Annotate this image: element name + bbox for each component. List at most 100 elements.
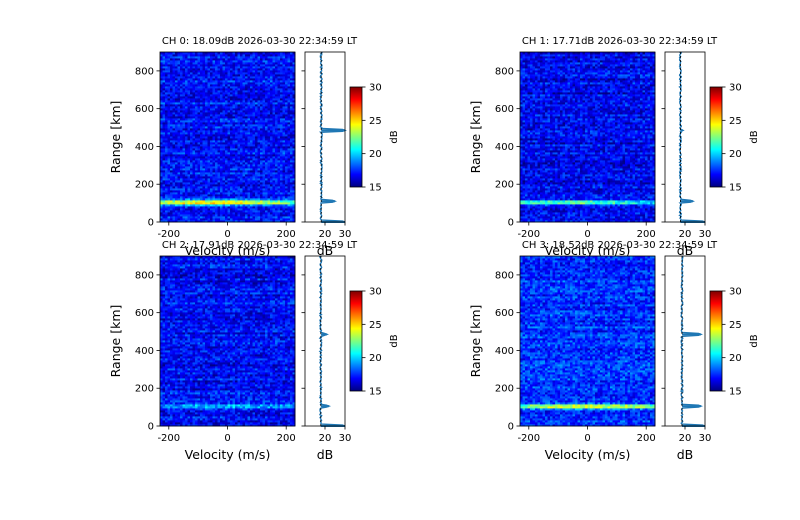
- heatmap-cell: [585, 216, 588, 219]
- heatmap-cell: [282, 70, 286, 73]
- heatmap-cell: [212, 64, 216, 67]
- heatmap-cell: [217, 208, 221, 211]
- heatmap-cell: [270, 84, 273, 87]
- heatmap-cell: [225, 146, 228, 149]
- heatmap-cell: [552, 220, 556, 223]
- heatmap-cell: [242, 76, 246, 79]
- heatmap-cell: [272, 202, 276, 205]
- heatmap-cell: [182, 192, 186, 195]
- heatmap-cell: [180, 196, 183, 199]
- heatmap-cell: [165, 76, 168, 79]
- heatmap-cell: [532, 218, 536, 221]
- heatmap-cell: [275, 172, 278, 175]
- heatmap-cell: [260, 146, 263, 149]
- heatmap-cell: [182, 196, 186, 199]
- heatmap-cell: [162, 76, 166, 79]
- heatmap-cell: [260, 102, 263, 105]
- heatmap-cell: [212, 192, 216, 195]
- heatmap-cell: [277, 138, 281, 141]
- heatmap-cell: [165, 90, 168, 93]
- heatmap-cell: [602, 218, 606, 221]
- heatmap-cell: [207, 146, 211, 149]
- heatmap-cell: [245, 92, 248, 95]
- heatmap-cell: [172, 124, 176, 127]
- heatmap-cell: [185, 110, 188, 113]
- heatmap-cell: [222, 118, 226, 121]
- heatmap-cell: [290, 152, 293, 155]
- heatmap-cell: [240, 126, 243, 129]
- heatmap-cell: [280, 102, 283, 105]
- heatmap-cell: [247, 182, 251, 185]
- heatmap-cell: [180, 144, 183, 147]
- heatmap-cell: [180, 52, 183, 55]
- heatmap-cell: [165, 176, 168, 179]
- heatmap-cell: [590, 208, 593, 211]
- heatmap-cell: [255, 60, 258, 63]
- heatmap-cell: [192, 84, 196, 87]
- heatmap-cell: [205, 78, 208, 81]
- heatmap-cell: [247, 70, 251, 73]
- heatmap-cell: [200, 176, 203, 179]
- heatmap-cell: [257, 106, 261, 109]
- heatmap-cell: [225, 186, 228, 189]
- heatmap-cell: [202, 210, 206, 213]
- heatmap-cell: [275, 130, 278, 133]
- heatmap-cell: [217, 214, 221, 217]
- heatmap-cell: [240, 176, 243, 179]
- heatmap-cell: [235, 178, 238, 181]
- heatmap-cell: [275, 62, 278, 65]
- heatmap-cell: [267, 168, 271, 171]
- heatmap-cell: [167, 60, 171, 63]
- heatmap-cell: [165, 154, 168, 157]
- heatmap-cell: [225, 214, 228, 217]
- heatmap-cell: [582, 220, 586, 223]
- heatmap-cell: [537, 220, 541, 223]
- heatmap-cell: [290, 132, 293, 135]
- heatmap-cell: [262, 54, 266, 57]
- heatmap-cell: [632, 220, 636, 223]
- heatmap-cell: [227, 100, 231, 103]
- heatmap-cell: [225, 142, 228, 145]
- heatmap-cell: [200, 220, 203, 223]
- heatmap-cell: [210, 54, 213, 57]
- heatmap-cell: [232, 192, 236, 195]
- heatmap-cell: [270, 118, 273, 121]
- heatmap-cell: [162, 154, 166, 157]
- heatmap-cell: [210, 80, 213, 83]
- heatmap-cell: [240, 178, 243, 181]
- heatmap-cell: [290, 64, 293, 67]
- heatmap-cell: [225, 98, 228, 101]
- heatmap-cell: [547, 216, 551, 219]
- heatmap-cell: [205, 108, 208, 111]
- heatmap-cell: [285, 212, 288, 215]
- heatmap-cell: [202, 156, 206, 159]
- heatmap-cell: [265, 74, 268, 77]
- heatmap-cell: [237, 88, 241, 91]
- heatmap-cell: [250, 152, 253, 155]
- heatmap-cell: [262, 102, 266, 105]
- heatmap-cell: [282, 124, 286, 127]
- heatmap-cell: [230, 182, 233, 185]
- heatmap-cell: [177, 174, 181, 177]
- heatmap-cell: [260, 154, 263, 157]
- heatmap-cell: [285, 144, 288, 147]
- heatmap-cell: [217, 188, 221, 191]
- heatmap-cell: [185, 62, 188, 65]
- heatmap-cell: [272, 120, 276, 123]
- heatmap-cell: [265, 142, 268, 145]
- spectrum-heatmap: [520, 52, 656, 223]
- heatmap-cell: [280, 72, 283, 75]
- heatmap-cell: [597, 214, 601, 217]
- heatmap-cell: [167, 120, 171, 123]
- heatmap-cell: [210, 178, 213, 181]
- heatmap-cell: [290, 126, 293, 129]
- heatmap-cell: [237, 180, 241, 183]
- heatmap-cell: [262, 84, 266, 87]
- heatmap-cell: [165, 216, 168, 219]
- heatmap-cell: [265, 134, 268, 137]
- heatmap-cell: [252, 160, 256, 163]
- heatmap-cell: [187, 182, 191, 185]
- heatmap-cell: [222, 184, 226, 187]
- heatmap-cell: [167, 100, 171, 103]
- heatmap-cell: [252, 206, 256, 209]
